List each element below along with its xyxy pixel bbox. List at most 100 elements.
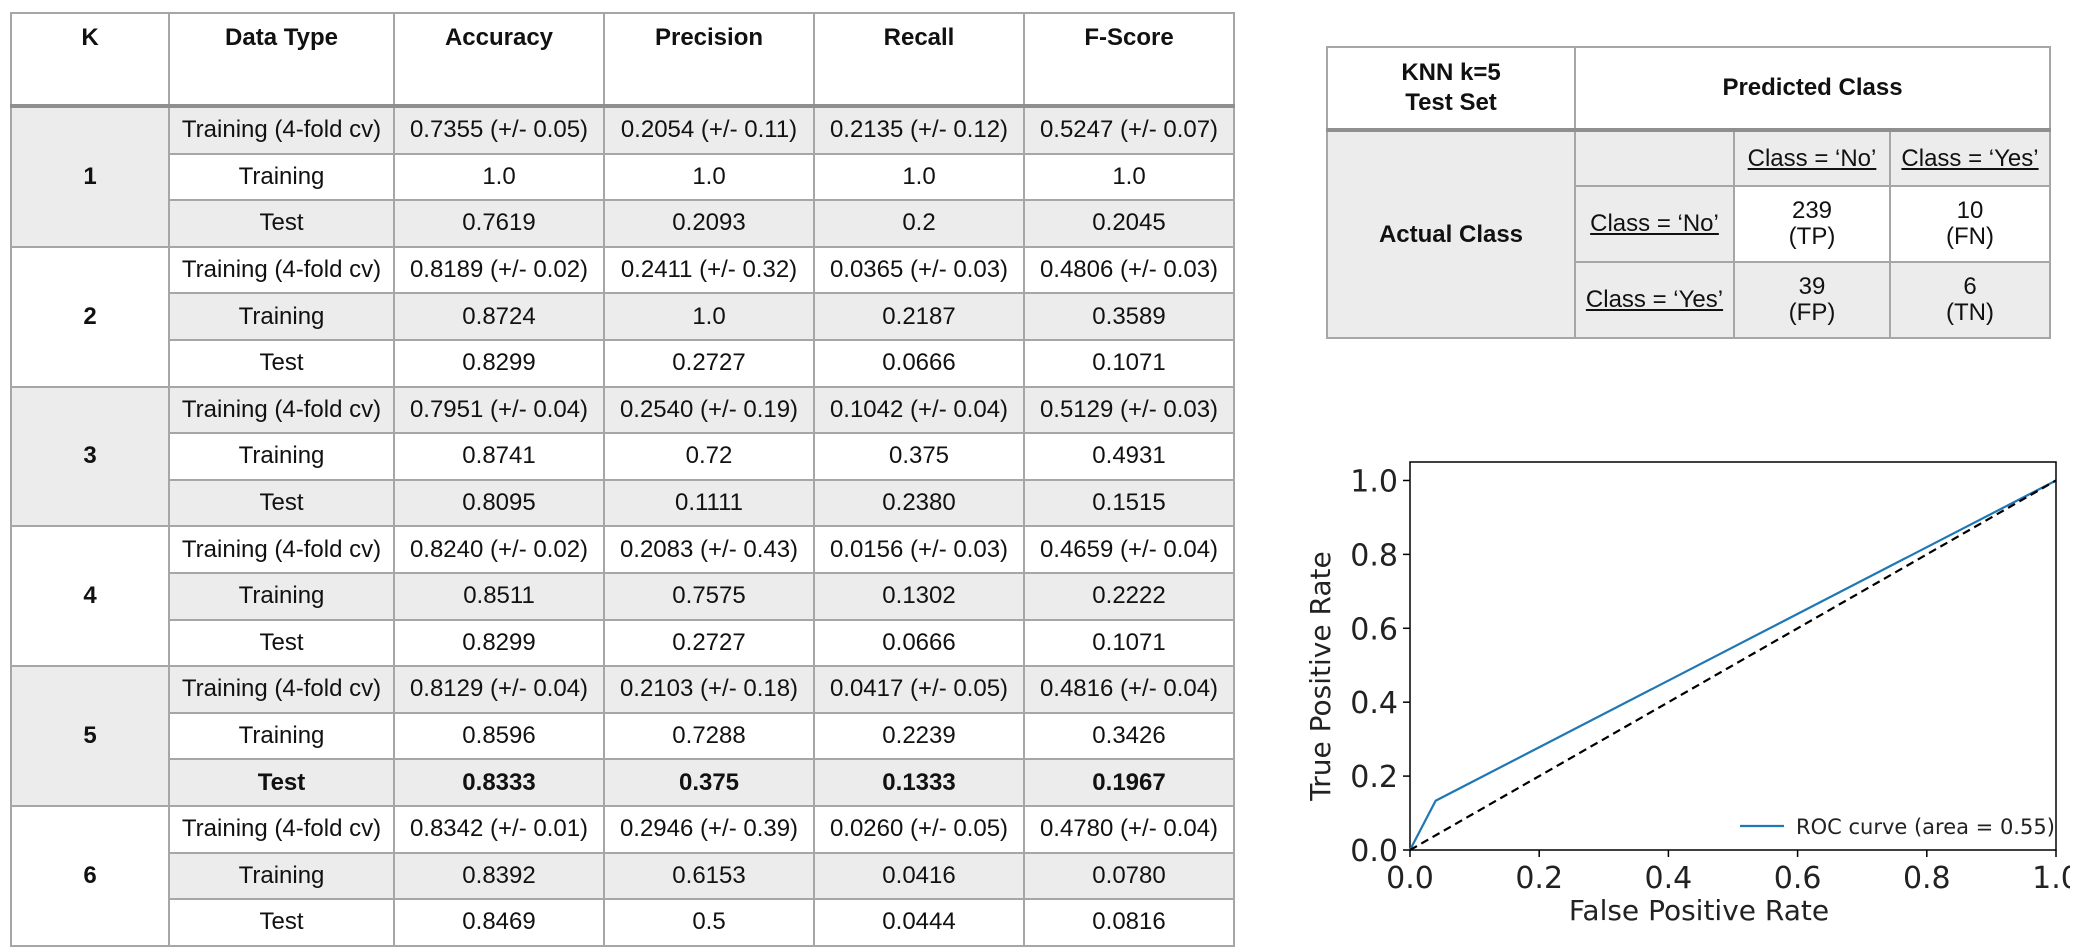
confusion-matrix: KNN k=5 Test Set Predicted Class Actual … — [1326, 46, 2051, 339]
metric-cell: 0.8299 — [393, 338, 605, 388]
k-value-cell: 1 — [10, 105, 170, 248]
y-tick-label: 0.2 — [1350, 760, 1398, 795]
x-tick-label: 0.8 — [1903, 861, 1951, 896]
metric-cell: 0.375 — [813, 432, 1025, 481]
cm-cell-fn: 10 (FN) — [1889, 185, 2051, 263]
metric-cell: 0.5 — [603, 898, 815, 947]
k-value-cell: 2 — [10, 245, 170, 388]
data-type-cell: Training (4-fold cv) — [168, 385, 395, 435]
metric-cell: 0.2093 — [603, 199, 815, 248]
table-row: Training 0.8596 0.7288 0.2239 0.3426 — [11, 711, 1235, 761]
cm-row-label-no: Class = ‘No’ — [1574, 185, 1735, 263]
k-value-cell: 3 — [10, 385, 170, 528]
diagonal-reference-line — [1409, 479, 2057, 851]
metric-cell: 0.1071 — [1023, 618, 1235, 668]
metric-cell: 0.0444 — [813, 898, 1025, 947]
metric-cell: 0.1042 (+/- 0.04) — [813, 385, 1025, 435]
data-type-cell: Test — [168, 199, 395, 248]
header-accuracy: Accuracy — [393, 12, 605, 108]
x-tick-label: 1.0 — [2032, 861, 2070, 896]
data-type-cell: Training — [168, 152, 395, 202]
table-row: Training 1.0 1.0 1.0 1.0 — [11, 152, 1235, 202]
metric-cell: 1.0 — [393, 152, 605, 202]
metric-cell: 0.8342 (+/- 0.01) — [393, 804, 605, 854]
metric-cell: 1.0 — [1023, 152, 1235, 202]
table-row: 4 Training (4-fold cv) 0.8240 (+/- 0.02) 0.… — [10, 525, 1235, 668]
cm-title-line2: Test Set — [1405, 89, 1497, 116]
data-type-cell: Test — [168, 618, 395, 668]
table-row: Training 0.8724 1.0 0.2187 0.3589 — [11, 292, 1235, 341]
k-value-cell: 4 — [10, 525, 170, 668]
table-row: Test 0.8333 0.375 0.1333 0.1967 — [11, 758, 1235, 807]
table-row: Training 0.8392 0.6153 0.0416 0.0780 — [11, 851, 1235, 901]
metric-cell: 0.1333 — [813, 758, 1025, 807]
cm-cell-fp: 39 (FP) — [1733, 261, 1891, 339]
x-axis-label: False Positive Rate — [1569, 894, 1829, 927]
metric-cell: 0.8333 — [393, 758, 605, 807]
y-axis-label: True Positive Rate — [1304, 551, 1337, 801]
header-precision: Precision — [603, 12, 815, 108]
metric-cell: 0.72 — [603, 432, 815, 481]
data-type-cell: Training — [168, 292, 395, 341]
cm-actual-header: Actual Class — [1326, 129, 1576, 339]
table-row: 3 Training (4-fold cv) 0.7951 (+/- 0.04) 0.… — [10, 385, 1235, 528]
table-row: Training 0.8511 0.7575 0.1302 0.2222 — [11, 571, 1235, 621]
table-row: Test 0.8469 0.5 0.0444 0.0816 — [11, 898, 1235, 947]
metric-cell: 0.4931 — [1023, 432, 1235, 481]
metric-cell: 0.2045 — [1023, 199, 1235, 248]
table-row: Test 0.8299 0.2727 0.0666 0.1071 — [11, 338, 1235, 388]
metric-cell: 0.2 — [813, 199, 1025, 248]
cm-cell-value: 10 — [1956, 197, 1984, 224]
metric-cell: 1.0 — [603, 152, 815, 202]
data-type-cell: Test — [168, 898, 395, 947]
metric-cell: 0.0780 — [1023, 851, 1235, 901]
metric-cell: 0.2727 — [603, 338, 815, 388]
table-row: 5 Training (4-fold cv) 0.8129 (+/- 0.04) 0.… — [10, 665, 1235, 807]
table-row: Test 0.8095 0.1111 0.2380 0.1515 — [11, 478, 1235, 528]
cm-row-label-yes: Class = ‘Yes’ — [1574, 261, 1735, 339]
metric-cell: 0.0156 (+/- 0.03) — [813, 525, 1025, 574]
table-row: 6 Training (4-fold cv) 0.8342 (+/- 0.01) 0.… — [10, 804, 1235, 947]
metric-cell: 0.0666 — [813, 618, 1025, 668]
plot-frame — [1409, 461, 2057, 851]
y-tick-label: 1.0 — [1350, 464, 1398, 499]
metric-cell: 0.0666 — [813, 338, 1025, 388]
data-type-cell: Test — [168, 478, 395, 528]
metric-cell: 0.1111 — [603, 478, 815, 528]
x-tick-label: 0.0 — [1386, 861, 1434, 896]
cm-cell-tn: 6 (TN) — [1889, 261, 2051, 339]
metric-cell: 0.8724 — [393, 292, 605, 341]
metric-cell: 0.2103 (+/- 0.18) — [603, 665, 815, 714]
metric-cell: 0.1302 — [813, 571, 1025, 621]
table-row: Test 0.7619 0.2093 0.2 0.2045 — [11, 199, 1235, 248]
metric-cell: 1.0 — [603, 292, 815, 341]
table-row: Training 0.8741 0.72 0.375 0.4931 — [11, 432, 1235, 481]
results-header-row: K Data Type Accuracy Precision Recall F-… — [10, 12, 1235, 108]
metric-cell: 0.8741 — [393, 432, 605, 481]
cm-cell-value: 39 — [1798, 273, 1826, 300]
k-value-cell: 5 — [10, 665, 170, 807]
roc-curve-line — [1409, 479, 2057, 851]
metric-cell: 0.5247 (+/- 0.07) — [1023, 105, 1235, 155]
metric-cell: 0.0417 (+/- 0.05) — [813, 665, 1025, 714]
metric-cell: 0.2727 — [603, 618, 815, 668]
metric-cell: 0.8189 (+/- 0.02) — [393, 245, 605, 295]
metric-cell: 0.2380 — [813, 478, 1025, 528]
cm-cell-tag: (FN) — [1946, 223, 1994, 250]
x-tick-label: 0.6 — [1774, 861, 1822, 896]
table-row: 2 Training (4-fold cv) 0.8189 (+/- 0.02) 0.… — [10, 245, 1235, 388]
metric-cell: 0.0365 (+/- 0.03) — [813, 245, 1025, 295]
k-value-cell: 6 — [10, 804, 170, 947]
metric-cell: 0.375 — [603, 758, 815, 807]
results-body: 1 Training (4-fold cv) 0.7355 (+/- 0.05) 0.… — [10, 105, 1235, 947]
metric-cell: 0.0816 — [1023, 898, 1235, 947]
cm-cell-value: 6 — [1963, 273, 1977, 300]
cm-empty-cell — [1574, 129, 1735, 187]
data-type-cell: Training — [168, 432, 395, 481]
metric-cell: 0.7355 (+/- 0.05) — [393, 105, 605, 155]
metric-cell: 0.3589 — [1023, 292, 1235, 341]
metric-cell: 0.2411 (+/- 0.32) — [603, 245, 815, 295]
data-type-cell: Training (4-fold cv) — [168, 245, 395, 295]
header-recall: Recall — [813, 12, 1025, 108]
metric-cell: 0.0416 — [813, 851, 1025, 901]
